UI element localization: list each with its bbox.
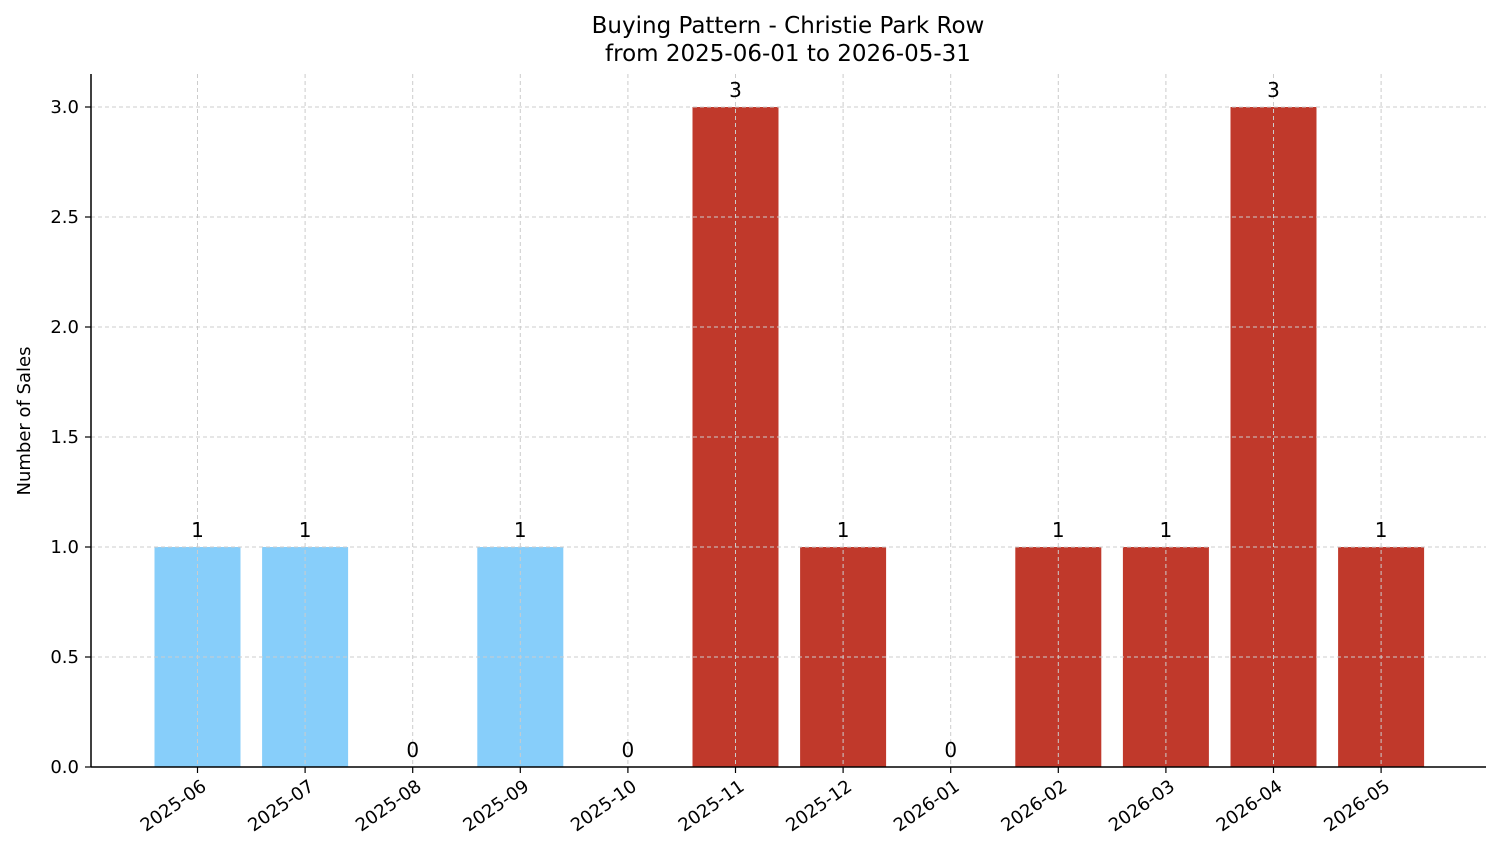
data-label-2025-10: 0 [622, 738, 635, 762]
x-tick-label: 2025-06 [137, 776, 211, 836]
axes [90, 74, 1486, 768]
data-label-2025-09: 1 [514, 518, 527, 542]
data-label-2025-07: 1 [299, 518, 312, 542]
y-tick-label: 1.0 [50, 537, 79, 558]
x-tick-label: 2026-03 [1105, 776, 1179, 836]
x-tick-label: 2025-07 [244, 776, 318, 836]
chart-title: Buying Pattern - Christie Park Row [592, 13, 985, 39]
x-tick-label: 2025-10 [567, 776, 641, 836]
x-tick-label: 2026-05 [1320, 776, 1394, 836]
y-tick-label: 0.0 [50, 757, 79, 778]
x-tick-label: 2025-12 [782, 776, 856, 836]
y-tick-label: 2.5 [50, 207, 79, 228]
data-label-2026-05: 1 [1375, 518, 1388, 542]
data-label-2025-08: 0 [406, 738, 419, 762]
data-label-2026-02: 1 [1052, 518, 1065, 542]
data-label-2026-04: 3 [1267, 78, 1280, 102]
y-axis-label: Number of Sales [14, 346, 35, 495]
data-label-2026-01: 0 [944, 738, 957, 762]
y-tick-label: 0.5 [50, 647, 79, 668]
x-tick-label: 2025-09 [460, 776, 534, 836]
x-tick-label: 2026-02 [998, 776, 1072, 836]
y-tick-label: 3.0 [50, 97, 79, 118]
data-label-2025-06: 1 [191, 518, 204, 542]
x-tick-label: 2026-01 [890, 776, 964, 836]
y-tick-label: 2.0 [50, 317, 79, 338]
data-label-2025-11: 3 [729, 78, 742, 102]
data-label-2025-12: 1 [837, 518, 850, 542]
x-tick-label: 2025-08 [352, 776, 426, 836]
chart-subtitle: from 2025-06-01 to 2026-05-31 [605, 41, 971, 67]
x-tick-label: 2025-11 [675, 776, 749, 836]
y-tick-label: 1.5 [50, 427, 79, 448]
data-label-2026-03: 1 [1160, 518, 1173, 542]
x-tick-label: 2026-04 [1213, 776, 1287, 836]
data-labels: 1 1 0 1 0 3 1 0 1 1 3 1 [191, 78, 1387, 762]
